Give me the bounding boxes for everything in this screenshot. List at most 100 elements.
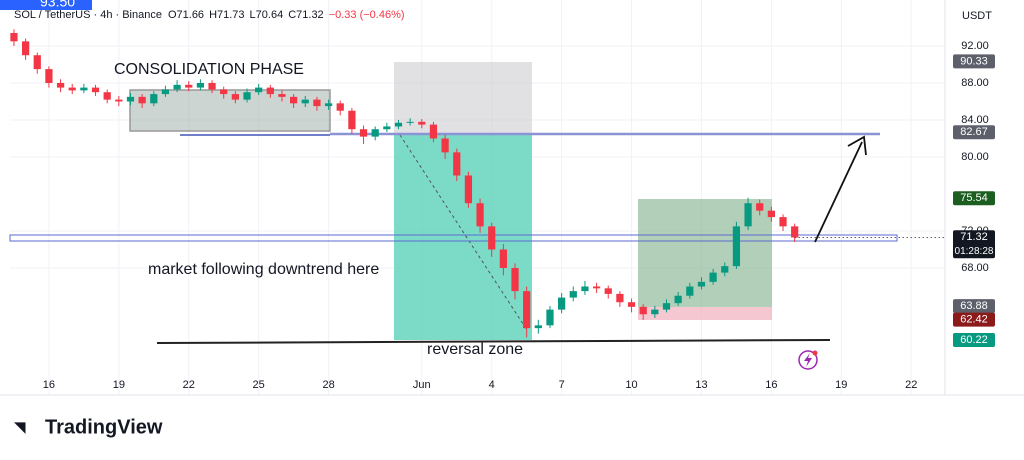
candle-body (56, 82, 65, 88)
price-label-box (953, 230, 995, 259)
candle-body (779, 217, 787, 227)
reversal-line (156, 339, 831, 344)
candle-body (429, 124, 438, 139)
candle-body (348, 110, 356, 130)
profit-zone (638, 199, 772, 307)
candle-body (266, 87, 274, 95)
annotation: market following downtrend here (148, 261, 379, 278)
candle-body (33, 55, 41, 70)
price-label: 90.33 (960, 55, 988, 67)
annotation: reversal zone (427, 341, 523, 358)
candle-body (45, 69, 53, 83)
x-tick-label: 16 (43, 379, 55, 391)
trade-path (399, 134, 528, 331)
candle-body (651, 309, 659, 315)
candle-body (161, 89, 170, 95)
candle-body (488, 226, 496, 250)
y-tick-label: 84.00 (961, 114, 989, 126)
arrow-head (847, 135, 867, 156)
candle-body (592, 286, 601, 289)
candle-body (394, 122, 403, 127)
candle-body (383, 126, 391, 130)
candle-body (80, 87, 88, 91)
annotation: CONSOLIDATION PHASE (114, 61, 304, 78)
header: SOL / TetherUS · 4h · Binance O71.66 H71.7… (14, 9, 405, 21)
candle-body (313, 99, 321, 107)
brand-logo: ◥ (14, 419, 26, 436)
target-zone (394, 62, 532, 135)
candle-body (464, 175, 473, 204)
candle-body (627, 302, 636, 307)
x-tick-label: 13 (695, 379, 707, 391)
candle-body (534, 325, 542, 329)
candle-body (581, 286, 589, 292)
countdown: 01:28:28 (955, 246, 994, 257)
candle-body (126, 96, 135, 102)
brand: TradingView (45, 416, 163, 438)
candle-body (523, 291, 531, 329)
candle-body (418, 121, 426, 125)
candle-body (721, 266, 729, 273)
candle-body (499, 249, 507, 268)
candle-body (662, 303, 671, 310)
candle-body (604, 288, 612, 294)
alert-bolt (804, 353, 812, 367)
price-label: 62.42 (960, 314, 988, 326)
close: C71.32 (288, 9, 323, 21)
candle-body (231, 94, 239, 100)
open: O71.66 (168, 9, 204, 21)
high-badge (0, 0, 92, 10)
x-tick-label: 4 (489, 379, 495, 391)
y-tick-label: 68.00 (961, 262, 989, 274)
x-tick-label: 7 (559, 379, 565, 391)
candle-body (791, 226, 799, 238)
candle-body (546, 309, 554, 326)
candle-body (697, 281, 706, 287)
candle-body (744, 203, 752, 227)
price-label-box (953, 191, 995, 206)
candle-body (278, 94, 286, 97)
stop-zone (638, 307, 772, 320)
consolidation-box (129, 89, 331, 132)
price-label: 82.67 (960, 126, 988, 138)
candle-body (406, 121, 414, 123)
candle-body (569, 291, 577, 298)
price-label-box (953, 332, 995, 347)
candles (10, 29, 799, 338)
candle-body (290, 96, 298, 104)
price-label: 63.88 (960, 300, 988, 312)
y-tick-label: 80.00 (961, 151, 989, 163)
candle-body (732, 226, 741, 267)
x-tick-label: 25 (253, 379, 265, 391)
candle-body (767, 210, 775, 218)
candle-body (115, 99, 123, 102)
price-label-box (953, 125, 995, 140)
x-tick-label: 28 (322, 379, 334, 391)
candle-body (709, 272, 717, 282)
high-label: 93.50 (40, 0, 75, 10)
candle-body (756, 203, 764, 211)
candle-body (616, 293, 624, 303)
price-label-box (953, 54, 995, 69)
candle-body (255, 87, 263, 93)
symbol: SOL / TetherUS · 4h · Binance (14, 9, 162, 21)
candle-body (150, 94, 158, 104)
alert-dot (812, 350, 818, 356)
x-tick-label: 16 (765, 379, 777, 391)
alert-icon[interactable] (798, 350, 818, 370)
high: H71.73 (209, 9, 244, 21)
x-tick-label: 22 (905, 379, 917, 391)
price-label: 71.32 (960, 231, 988, 243)
candle-body (441, 138, 449, 153)
candle-body (324, 103, 333, 107)
change: −0.33 (−0.46%) (329, 9, 405, 21)
price-label: 75.54 (960, 192, 988, 204)
candle-body (91, 87, 100, 93)
candle-body (208, 82, 216, 90)
price-label: 60.22 (960, 334, 988, 346)
low: L70.64 (250, 9, 284, 21)
projection-arrow (814, 141, 863, 243)
currency[interactable]: USDT (962, 10, 992, 22)
x-tick-label: 10 (625, 379, 637, 391)
candle-body (558, 297, 566, 310)
